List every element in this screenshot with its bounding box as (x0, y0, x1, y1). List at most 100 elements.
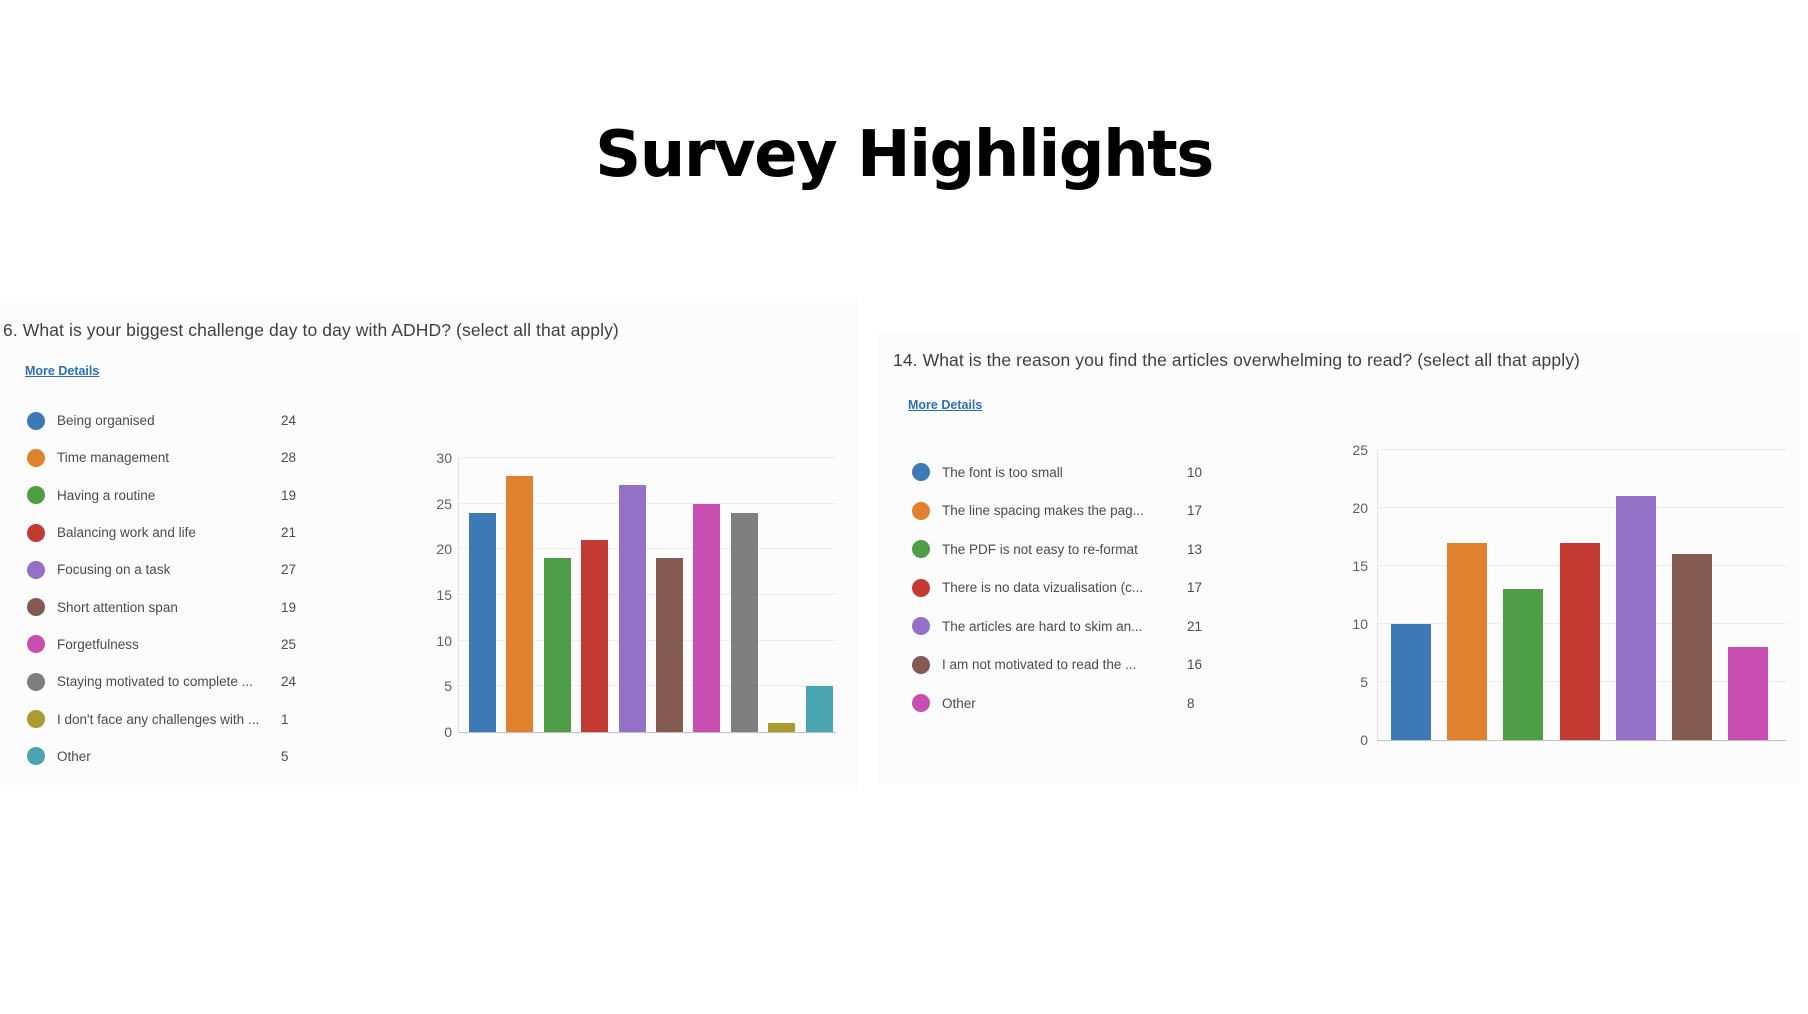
bar (581, 540, 609, 732)
y-tick-label: 5 (1360, 674, 1368, 690)
gridline (1378, 507, 1786, 508)
legend-item-value: 5 (281, 748, 289, 764)
legend-item: Focusing on a task 27 (27, 551, 307, 588)
gridline (459, 685, 836, 687)
bar (730, 512, 758, 732)
legend-item: Time management 28 (27, 439, 307, 476)
y-tick-label: 0 (444, 724, 452, 740)
legend-item: Other 8 (912, 684, 1213, 723)
legend-item: Other 5 (27, 738, 307, 775)
legend-item: The font is too small 10 (912, 453, 1213, 492)
legend-item: Staying motivated to complete ... 24 (27, 663, 307, 700)
gridline (459, 548, 836, 550)
y-tick-label: 25 (1352, 442, 1368, 458)
legend-color-dot (27, 523, 45, 542)
y-tick-label: 0 (1360, 732, 1368, 748)
bar (1503, 589, 1544, 740)
bar (506, 476, 534, 732)
legend-color-dot (27, 710, 45, 729)
legend-q14: The font is too small 10 The line spacing … (912, 453, 1213, 723)
legend-color-dot (27, 598, 45, 617)
legend-item: The articles are hard to skim an... 21 (912, 607, 1213, 646)
legend-q6: Being organised 24 Time management 28 Having… (27, 402, 307, 775)
bar-chart-q6 (458, 457, 836, 733)
legend-item: Being organised 24 (27, 402, 307, 439)
y-tick-label: 15 (1352, 558, 1368, 574)
legend-color-dot (912, 655, 930, 674)
y-tick-label: 15 (436, 587, 452, 603)
y-tick-label: 10 (1352, 616, 1368, 632)
bar (768, 722, 796, 732)
y-tick-label: 25 (436, 495, 452, 512)
legend-color-dot (912, 540, 930, 559)
legend-color-dot (27, 448, 45, 467)
legend-color-dot (27, 672, 45, 691)
legend-item: Forgetfulness 25 (27, 626, 307, 663)
legend-item: Short attention span 19 (27, 588, 307, 625)
legend-item-label: Forgetfulness (57, 636, 139, 652)
y-tick-label: 30 (436, 450, 452, 466)
legend-color-dot (27, 486, 45, 505)
y-tick-label: 20 (1352, 500, 1368, 516)
legend-item-label: Focusing on a task (57, 562, 171, 578)
legend-item: Balancing work and life 21 (27, 514, 307, 551)
bar (1672, 554, 1712, 740)
bar (1391, 624, 1431, 740)
gridline (459, 457, 836, 458)
legend-color-dot (912, 501, 930, 520)
legend-item-label: The line spacing makes the pag... (942, 503, 1144, 519)
legend-item-label: Being organised (57, 413, 155, 429)
bar (805, 686, 833, 732)
bar-chart-q14 (1377, 449, 1786, 741)
legend-item-value: 10 (1187, 464, 1203, 480)
legend-item-label: There is no data vizualisation (c... (942, 580, 1144, 596)
legend-item-value: 21 (1187, 618, 1203, 634)
legend-item-value: 24 (281, 674, 297, 690)
legend-item: There is no data vizualisation (c... 17 (912, 569, 1213, 608)
legend-item-label: I don't face any challenges with ... (57, 711, 260, 727)
legend-color-dot (912, 463, 930, 482)
legend-item: The line spacing makes the pag... 17 (912, 492, 1213, 531)
y-tick-label: 20 (436, 541, 452, 558)
bar (693, 503, 721, 732)
question-q6-text: 6. What is your biggest challenge day to… (3, 320, 619, 340)
gridline (459, 502, 836, 504)
bar (618, 485, 646, 732)
bar (1728, 647, 1769, 740)
more-details-link-q14[interactable]: More Details (908, 398, 983, 412)
bar (656, 558, 683, 732)
page-title: Survey Highlights (595, 118, 1214, 192)
legend-item-value: 27 (281, 562, 297, 578)
legend-color-dot (27, 560, 45, 579)
legend-color-dot (912, 578, 930, 597)
y-tick-label: 10 (436, 632, 452, 649)
legend-item-label: I am not motivated to read the ... (942, 657, 1137, 673)
gridline (459, 594, 836, 595)
legend-item-value: 19 (281, 487, 297, 503)
legend-item-label: The PDF is not easy to re-format (942, 541, 1138, 557)
legend-item-value: 19 (281, 599, 297, 615)
legend-item: I don't face any challenges with ... 1 (27, 700, 307, 737)
legend-item-label: The articles are hard to skim an... (942, 618, 1143, 634)
gridline (459, 639, 836, 641)
legend-item-value: 1 (281, 711, 289, 727)
legend-item-value: 17 (1187, 580, 1203, 596)
legend-item: Having a routine 19 (27, 477, 307, 514)
bar (1447, 542, 1488, 740)
bar (1615, 496, 1656, 740)
bar (469, 512, 496, 732)
legend-item-label: Other (57, 748, 91, 764)
legend-item-label: Having a routine (57, 487, 156, 503)
gridline (1378, 449, 1786, 450)
legend-color-dot (27, 635, 45, 654)
legend-item-label: Time management (57, 450, 170, 466)
question-q14-text: 14. What is the reason you find the arti… (893, 350, 1580, 370)
legend-item-label: Short attention span (57, 599, 178, 615)
legend-item: The PDF is not easy to re-format 13 (912, 530, 1213, 569)
legend-color-dot (27, 747, 45, 766)
legend-item-value: 8 (1187, 695, 1195, 711)
legend-color-dot (912, 694, 930, 713)
legend-item-value: 21 (281, 525, 297, 541)
more-details-link-q6[interactable]: More Details (25, 364, 100, 378)
